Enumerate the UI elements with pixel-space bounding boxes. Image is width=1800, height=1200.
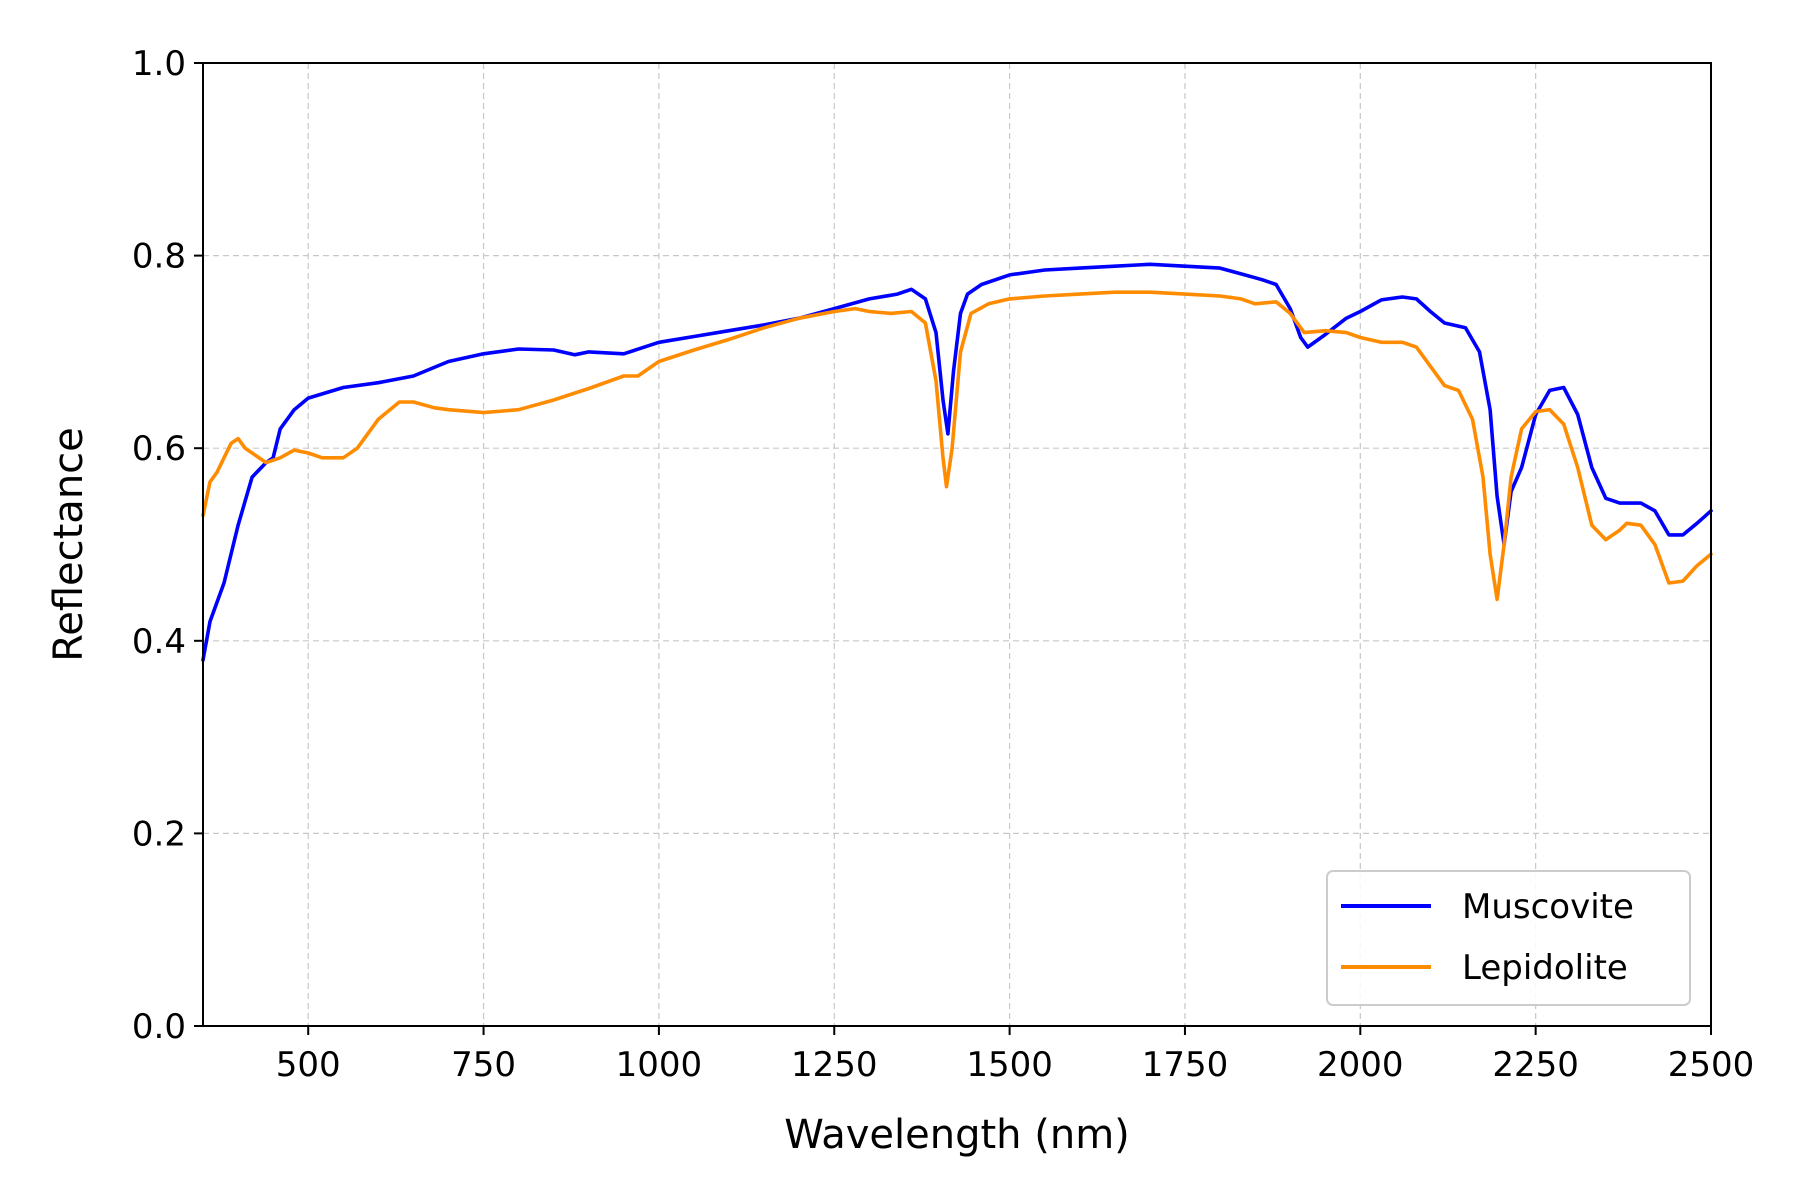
x-tick-label: 2250	[1492, 1045, 1579, 1085]
legend-label-lepidolite: Lepidolite	[1462, 948, 1628, 988]
x-tick-label: 2000	[1317, 1045, 1404, 1085]
legend-label-muscovite: Muscovite	[1462, 887, 1634, 927]
x-tick-label: 2500	[1668, 1045, 1755, 1085]
x-axis-title: Wavelength (nm)	[784, 1112, 1130, 1158]
series-line-lepidolite	[201, 290, 1713, 602]
x-tick-label: 1250	[791, 1045, 878, 1085]
y-axis: 0.0 0.2 0.4 0.6 0.8 1.0	[132, 44, 203, 1047]
legend: Muscovite Lepidolite	[1326, 870, 1691, 1006]
series-lines	[201, 262, 1713, 662]
y-tick-label: 0.6	[132, 429, 186, 469]
y-axis-title: Reflectance	[46, 427, 92, 662]
plot-frame	[202, 62, 1712, 1027]
y-tick-label: 0.8	[132, 237, 186, 277]
x-tick-label: 500	[276, 1045, 341, 1085]
y-tick-label: 0.0	[132, 1007, 186, 1047]
y-tick-label: 1.0	[132, 44, 186, 84]
grid	[203, 63, 1711, 1026]
x-tick-label: 1750	[1142, 1045, 1229, 1085]
x-tick-label: 1000	[616, 1045, 703, 1085]
x-axis: 500 750 1000 1250 1500 1750 2000 2250 2500	[276, 1026, 1755, 1085]
y-tick-label: 0.2	[132, 814, 186, 854]
y-tick-label: 0.4	[132, 622, 186, 662]
series-line-muscovite	[201, 262, 1713, 662]
x-tick-label: 750	[451, 1045, 516, 1085]
x-tick-label: 1500	[966, 1045, 1053, 1085]
